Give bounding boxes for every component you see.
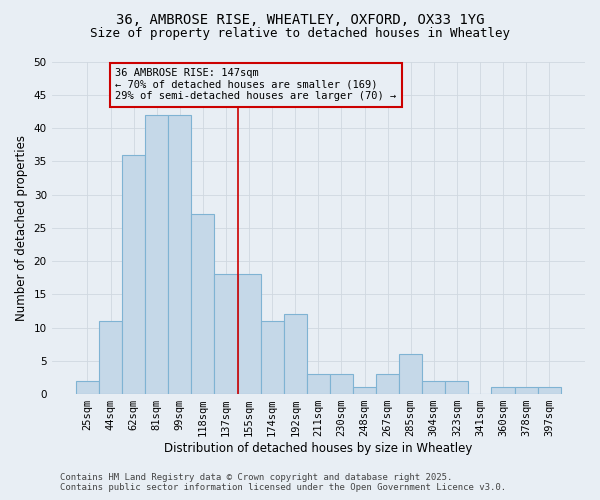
- Text: 36 AMBROSE RISE: 147sqm
← 70% of detached houses are smaller (169)
29% of semi-d: 36 AMBROSE RISE: 147sqm ← 70% of detache…: [115, 68, 397, 102]
- Bar: [145, 114, 168, 394]
- Y-axis label: Number of detached properties: Number of detached properties: [15, 135, 28, 321]
- Bar: [122, 154, 145, 394]
- Text: 36, AMBROSE RISE, WHEATLEY, OXFORD, OX33 1YG: 36, AMBROSE RISE, WHEATLEY, OXFORD, OX33…: [116, 12, 484, 26]
- Bar: [399, 354, 422, 394]
- Bar: [422, 381, 445, 394]
- Bar: [445, 381, 469, 394]
- Bar: [330, 374, 353, 394]
- Bar: [515, 388, 538, 394]
- Bar: [168, 114, 191, 394]
- Text: Contains HM Land Registry data © Crown copyright and database right 2025.
Contai: Contains HM Land Registry data © Crown c…: [60, 473, 506, 492]
- Bar: [284, 314, 307, 394]
- Bar: [238, 274, 260, 394]
- Text: Size of property relative to detached houses in Wheatley: Size of property relative to detached ho…: [90, 28, 510, 40]
- Bar: [260, 321, 284, 394]
- X-axis label: Distribution of detached houses by size in Wheatley: Distribution of detached houses by size …: [164, 442, 473, 455]
- Bar: [538, 388, 561, 394]
- Bar: [214, 274, 238, 394]
- Bar: [307, 374, 330, 394]
- Bar: [376, 374, 399, 394]
- Bar: [76, 381, 99, 394]
- Bar: [99, 321, 122, 394]
- Bar: [491, 388, 515, 394]
- Bar: [191, 214, 214, 394]
- Bar: [353, 388, 376, 394]
